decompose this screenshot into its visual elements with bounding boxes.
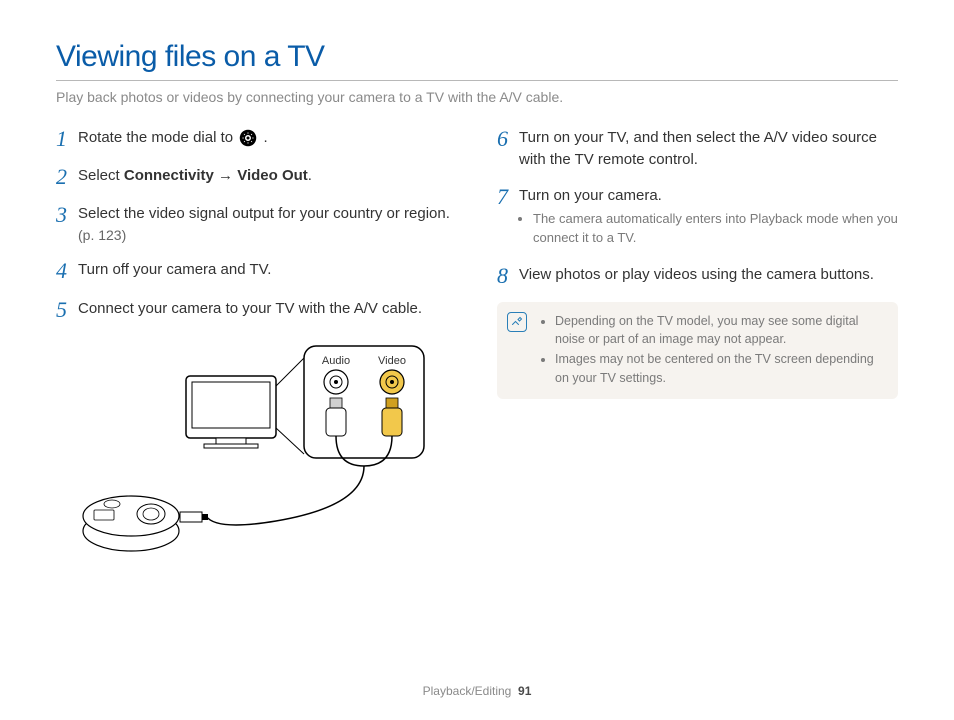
step-text: Turn on your TV, and then select the A/V…: [519, 127, 898, 171]
note-list: Depending on the TV model, you may see s…: [541, 312, 886, 387]
video-label: Video: [378, 355, 406, 367]
note-item: Images may not be centered on the TV scr…: [555, 350, 886, 386]
note-icon: [507, 312, 527, 332]
note-box: Depending on the TV model, you may see s…: [497, 302, 898, 399]
text-sub: (p. 123): [78, 225, 457, 245]
page-subtitle: Play back photos or videos by connecting…: [56, 89, 898, 105]
step-text: Select the video signal output for your …: [78, 203, 457, 245]
step-text: Turn on your camera. The camera automati…: [519, 185, 898, 250]
step-7: 7 Turn on your camera. The camera automa…: [497, 185, 898, 250]
text-pre: Select: [78, 167, 124, 184]
step-number: 7: [497, 185, 519, 209]
text-main: Select the video signal output for your …: [78, 205, 450, 222]
step-3: 3 Select the video signal output for you…: [56, 203, 457, 245]
step-text: View photos or play videos using the cam…: [519, 264, 898, 286]
step-number: 8: [497, 264, 519, 288]
tv-icon: [186, 376, 276, 448]
text-post: .: [263, 129, 267, 146]
step-bullets: The camera automatically enters into Pla…: [519, 210, 898, 248]
bullet-item: The camera automatically enters into Pla…: [533, 210, 898, 248]
right-column: 6 Turn on your TV, and then select the A…: [497, 127, 898, 571]
step-number: 4: [56, 259, 78, 283]
text-pre: Rotate the mode dial to: [78, 129, 237, 146]
page-title: Viewing files on a TV: [56, 40, 898, 74]
av-diagram: Audio Video: [76, 336, 457, 571]
step-text: Turn off your camera and TV.: [78, 259, 457, 281]
step-6: 6 Turn on your TV, and then select the A…: [497, 127, 898, 171]
footer-section: Playback/Editing: [423, 684, 512, 698]
step-4: 4 Turn off your camera and TV.: [56, 259, 457, 283]
step-number: 2: [56, 165, 78, 189]
step-text: Rotate the mode dial to .: [78, 127, 457, 149]
step-8: 8 View photos or play videos using the c…: [497, 264, 898, 288]
audio-label: Audio: [322, 355, 350, 367]
page-footer: Playback/Editing 91: [0, 684, 954, 698]
bold-videoout: Video Out: [237, 167, 308, 184]
step-5: 5 Connect your camera to your TV with th…: [56, 298, 457, 322]
step-text: Connect your camera to your TV with the …: [78, 298, 457, 320]
step-number: 6: [497, 127, 519, 151]
camera-icon: [83, 496, 208, 551]
text-mid: →: [214, 167, 237, 184]
gear-icon: [239, 129, 257, 147]
step-number: 3: [56, 203, 78, 227]
footer-page: 91: [518, 684, 531, 698]
step-number: 1: [56, 127, 78, 151]
step-1: 1 Rotate the mode dial to .: [56, 127, 457, 151]
step-2: 2 Select Connectivity → Video Out.: [56, 165, 457, 189]
text-main: Turn on your camera.: [519, 187, 662, 204]
step-number: 5: [56, 298, 78, 322]
text-post: .: [308, 167, 312, 184]
left-column: 1 Rotate the mode dial to . 2 Select Con…: [56, 127, 457, 571]
content-columns: 1 Rotate the mode dial to . 2 Select Con…: [56, 127, 898, 571]
step-text: Select Connectivity → Video Out.: [78, 165, 457, 187]
title-rule: [56, 80, 898, 81]
note-item: Depending on the TV model, you may see s…: [555, 312, 886, 348]
bold-connectivity: Connectivity: [124, 167, 214, 184]
